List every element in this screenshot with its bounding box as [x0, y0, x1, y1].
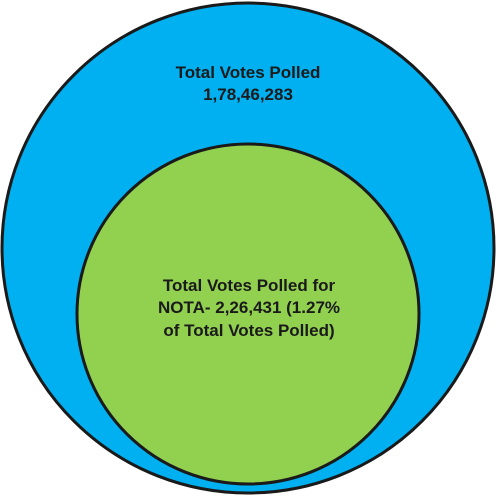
inner-circle-nota-votes	[75, 142, 421, 486]
outer-circle-title: Total Votes Polled	[175, 63, 321, 82]
inner-circle-line-3: of Total Votes Polled)	[163, 320, 335, 340]
outer-circle-label: Total Votes Polled 1,78,46,283	[148, 62, 348, 107]
inner-circle-label: Total Votes Polled for NOTA- 2,26,431 (1…	[150, 275, 348, 342]
inner-circle-line-1: Total Votes Polled for	[162, 276, 336, 295]
inner-circle-line-2: NOTA- 2,26,431 (1.27%	[157, 298, 341, 318]
outer-circle-value: 1,78,46,283	[203, 85, 293, 105]
